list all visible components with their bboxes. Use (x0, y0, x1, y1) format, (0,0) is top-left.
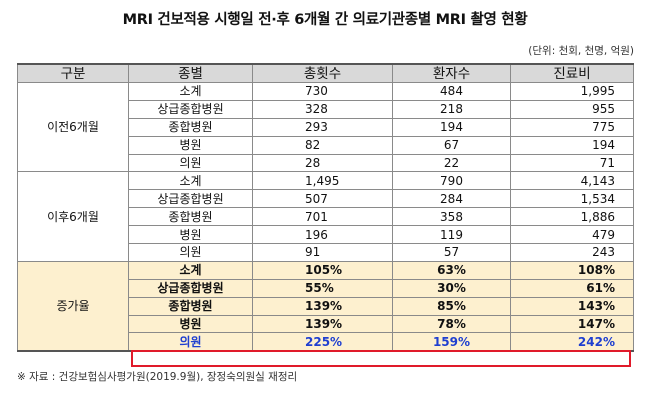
patients-cell: 358 (392, 207, 511, 227)
table-body: 이전6개월 소계 730 484 1,995 상급종합병원 328 218 955 종합병원 293… (17, 81, 634, 352)
cost-cell: 775 (510, 117, 634, 137)
unit-note: (단위: 천회, 천명, 억원) (528, 45, 634, 57)
group-label: 증가율 (17, 260, 129, 352)
table-row: 병원 139% 78% 147% (18, 314, 634, 334)
count-cell: 293 (252, 117, 393, 137)
type-cell: 소계 (128, 82, 253, 101)
count-cell: 730 (252, 82, 393, 101)
type-cell: 병원 (128, 225, 253, 245)
type-cell: 상급종합병원 (128, 278, 253, 298)
count-cell: 507 (252, 189, 393, 209)
cost-cell: 194 (510, 135, 634, 155)
cost-cell: 147% (510, 314, 634, 334)
patients-cell: 790 (392, 171, 511, 191)
type-cell: 병원 (128, 314, 253, 334)
count-cell: 196 (252, 225, 393, 245)
patients-cell: 284 (392, 189, 511, 209)
count-cell: 55% (252, 278, 393, 298)
patients-cell: 67 (392, 135, 511, 155)
table-row: 상급종합병원 507 284 1,534 (18, 189, 634, 209)
header-category: 구분 (17, 63, 129, 83)
type-cell: 상급종합병원 (128, 189, 253, 209)
cost-cell: 243 (510, 243, 634, 262)
mri-table: 구분 종별 총횟수 환자수 진료비 이전6개월 소계 730 484 1,995 상급종합… (17, 63, 634, 353)
type-cell: 종합병원 (128, 207, 253, 227)
table-row: 이후6개월 소계 1,495 790 4,143 (17, 171, 634, 262)
cost-cell: 71 (510, 153, 634, 173)
patients-cell: 119 (392, 225, 511, 245)
cost-cell: 1,995 (510, 82, 634, 101)
group-label: 이전6개월 (17, 81, 129, 173)
cost-cell: 143% (510, 296, 634, 316)
table-row: 증가율 소계 105% 63% 108% (17, 260, 634, 352)
cost-cell: 1,886 (510, 207, 634, 227)
patients-cell: 22 (392, 153, 511, 173)
type-cell: 소계 (128, 171, 253, 191)
count-cell: 105% (252, 260, 393, 280)
cost-cell: 1,534 (510, 189, 634, 209)
type-cell: 의원 (128, 332, 253, 352)
count-cell: 225% (252, 332, 393, 352)
count-cell: 82 (252, 135, 393, 155)
highlight-box (131, 350, 631, 367)
patients-cell: 30% (392, 278, 511, 298)
header-patients: 환자수 (392, 63, 511, 83)
type-cell: 병원 (128, 135, 253, 155)
cost-cell: 242% (510, 332, 634, 352)
cost-cell: 955 (510, 99, 634, 119)
patients-cell: 78% (392, 314, 511, 334)
patients-cell: 484 (392, 82, 511, 101)
cost-cell: 108% (510, 260, 634, 280)
cost-cell: 61% (510, 278, 634, 298)
count-cell: 328 (252, 99, 393, 119)
header-type: 종별 (128, 63, 253, 83)
source-note: ※ 자료 : 건강보험심사평가원(2019.9월), 장정숙의원실 재정리 (17, 371, 298, 383)
patients-cell: 63% (392, 260, 511, 280)
count-cell: 1,495 (252, 171, 393, 191)
table-row: 종합병원 139% 85% 143% (18, 296, 634, 316)
group-label: 이후6개월 (17, 171, 129, 262)
table-row: 이전6개월 소계 730 484 1,995 (17, 81, 634, 173)
count-cell: 139% (252, 296, 393, 316)
cost-cell: 4,143 (510, 171, 634, 191)
header-row: 구분 종별 총횟수 환자수 진료비 (17, 63, 634, 83)
type-cell: 종합병원 (128, 117, 253, 137)
patients-cell: 194 (392, 117, 511, 137)
type-cell: 의원 (128, 153, 253, 173)
table-row: 병원 196 119 479 (18, 225, 634, 245)
count-cell: 139% (252, 314, 393, 334)
patients-cell: 218 (392, 99, 511, 119)
type-cell: 소계 (128, 260, 253, 280)
header-count: 총횟수 (252, 63, 393, 83)
header-cost: 진료비 (510, 63, 634, 83)
type-cell: 의원 (128, 243, 253, 262)
table-row: 종합병원 701 358 1,886 (18, 207, 634, 227)
table-row: 병원 82 67 194 (18, 135, 634, 155)
type-cell: 종합병원 (128, 296, 253, 316)
count-cell: 701 (252, 207, 393, 227)
count-cell: 28 (252, 153, 393, 173)
patients-cell: 57 (392, 243, 511, 262)
cost-cell: 479 (510, 225, 634, 245)
table-title: MRI 건보적용 시행일 전·후 6개월 간 의료기관종별 MRI 촬영 현황 (122, 12, 528, 28)
count-cell: 91 (252, 243, 393, 262)
patients-cell: 159% (392, 332, 511, 352)
table-row: 의원 28 22 71 (18, 153, 634, 173)
type-cell: 상급종합병원 (128, 99, 253, 119)
patients-cell: 85% (392, 296, 511, 316)
